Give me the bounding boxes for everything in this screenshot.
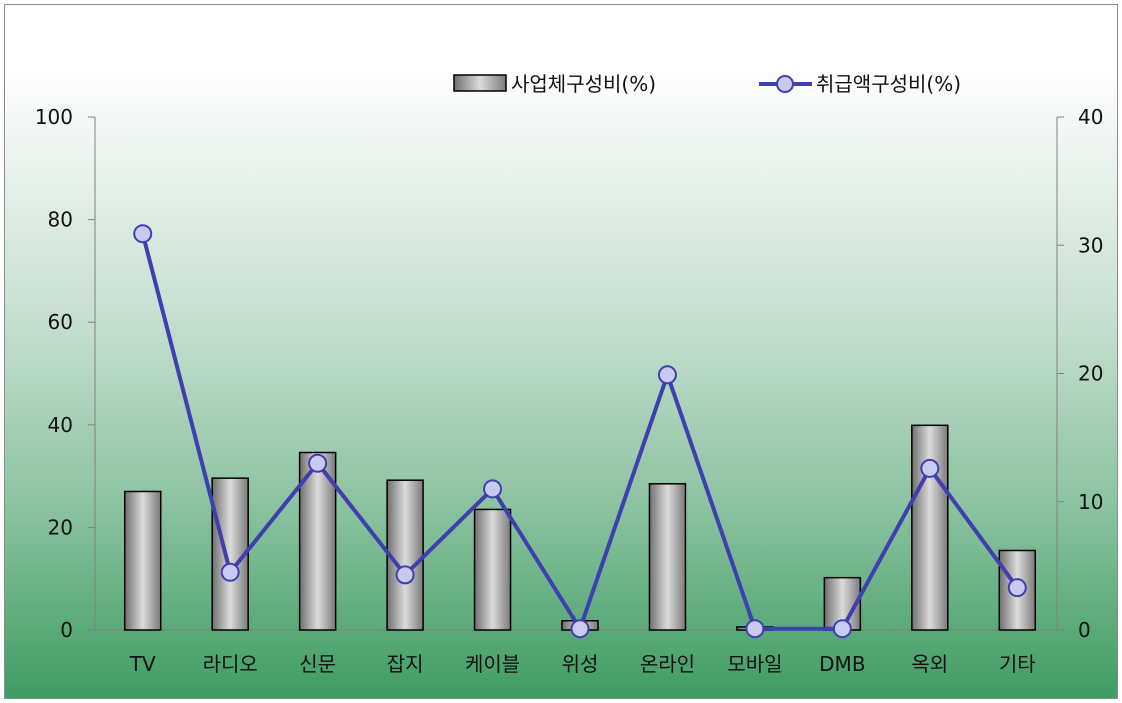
line-point-TV [133,224,153,244]
right-axis-tick-label: 0 [1078,618,1091,642]
legend: 사업체구성비(%) 취급액구성비(%) [453,72,961,96]
category-label: 신문 [299,652,336,676]
right-axis-tick-label: 10 [1078,490,1103,514]
line-point-신문 [308,453,328,473]
bar-series [123,424,1037,631]
category-label: 모바일 [727,652,782,676]
line-point-DMB [832,619,852,639]
line-point-위성 [570,619,590,639]
line-point-케이블 [483,479,503,499]
bar-온라인 [648,483,687,631]
left-axis-tick-label: 100 [35,105,73,129]
line-point-기타 [1007,578,1027,598]
right-axis-tick-label: 20 [1078,362,1103,386]
legend-item-line-series: 취급액구성비(%) [759,72,961,96]
category-label: 온라인 [640,652,695,676]
left-axis-tick-label: 20 [48,515,73,539]
right-axis-tick-label: 40 [1078,105,1103,129]
category-label: 라디오 [203,652,258,676]
left-axis-tick-label: 40 [48,413,73,437]
legend-label-bar-series: 사업체구성비(%) [511,72,656,96]
category-label: TV [129,652,156,676]
axes: 0 20 40 60 80 100 0 10 20 30 40 [35,105,1104,642]
legend-label-line-series: 취급액구성비(%) [816,72,961,96]
line-point-온라인 [657,365,677,385]
legend-item-bar-series: 사업체구성비(%) [453,72,656,96]
bar-잡지 [386,479,424,631]
legend-bar-swatch [453,74,507,92]
legend-line-marker [776,75,794,93]
left-axis-tick-label: 60 [48,310,73,334]
bar-신문 [298,451,337,631]
left-axis-tick-label: 0 [60,618,73,642]
bar-옥외 [911,424,949,631]
category-label: 케이블 [465,652,520,676]
category-labels: TV 라디오 신문 잡지 케이블 위성 온라인 모바일 DMB 옥외 기타 [129,652,1036,676]
category-label: 잡지 [387,652,424,676]
bar-TV [123,490,162,631]
right-axis-tick-label: 30 [1078,233,1103,257]
line-series [133,224,1027,639]
bar-케이블 [473,508,512,631]
line-point-잡지 [395,565,415,585]
left-axis-tick-label: 80 [48,208,73,232]
line-point-라디오 [220,562,240,582]
bar-라디오 [211,477,249,631]
category-label: 옥외 [911,652,948,676]
line-point-옥외 [920,458,940,478]
line-path [140,233,1019,631]
line-point-모바일 [745,619,765,639]
category-label: 위성 [562,652,599,676]
category-label: DMB [819,652,865,676]
category-label: 기타 [999,652,1036,676]
